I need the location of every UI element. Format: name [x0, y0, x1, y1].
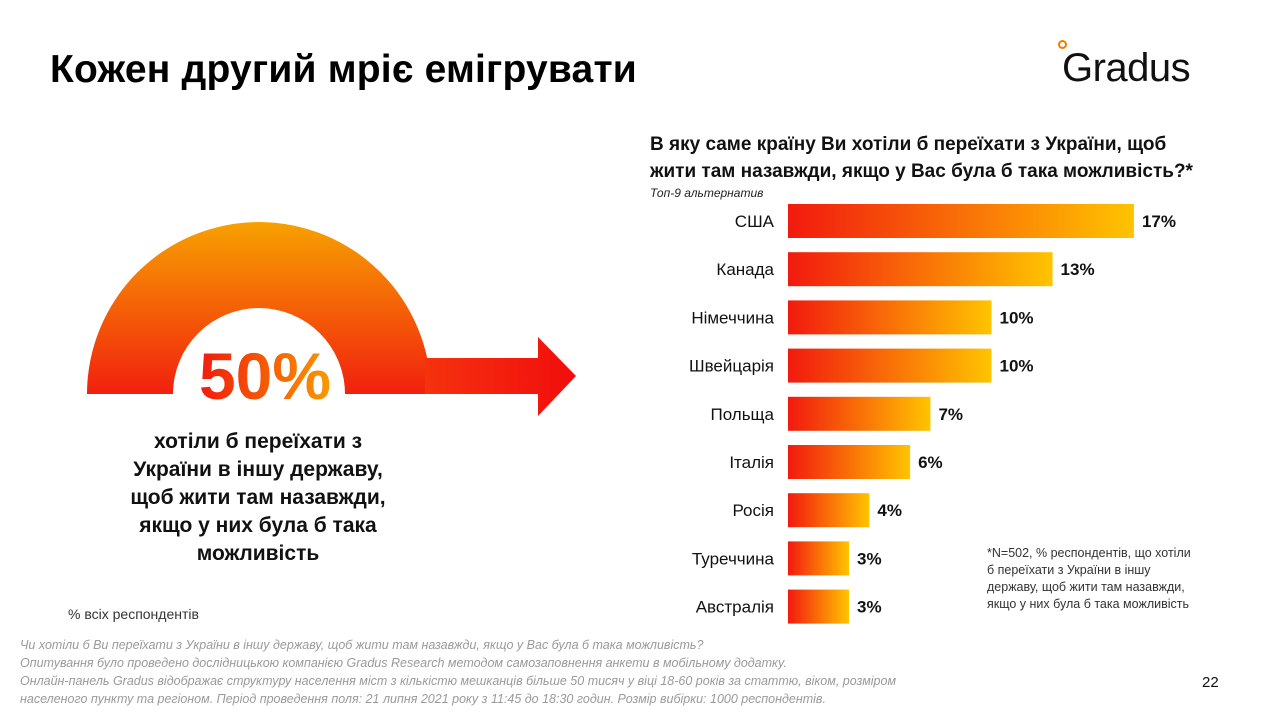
value-label: 6%: [918, 453, 943, 472]
bar: [788, 300, 992, 335]
bar: [788, 396, 931, 431]
category-label: Польща: [710, 405, 774, 424]
value-label: 4%: [877, 501, 902, 520]
category-label: США: [735, 212, 775, 231]
arrow-icon: [425, 337, 576, 416]
bar: [788, 493, 870, 528]
bar: [788, 589, 850, 624]
value-label: 10%: [1000, 308, 1034, 327]
value-label: 13%: [1061, 260, 1095, 279]
value-label: 7%: [938, 405, 963, 424]
footnote: *N=502, % респондентів, що хотіли б пере…: [987, 546, 1191, 611]
bar: [788, 204, 1134, 238]
base-note: % всіх респондентів: [68, 606, 199, 622]
category-label: Австралія: [696, 598, 774, 617]
chart-subtitle: Топ-9 альтернатив: [650, 186, 764, 200]
headline-description: хотіли б переїхати з України в іншу держ…: [130, 430, 386, 565]
value-label: 10%: [1000, 357, 1034, 376]
gauge-arc: [87, 222, 431, 394]
category-label: Швейцарія: [689, 357, 774, 376]
value-label: 17%: [1142, 212, 1176, 231]
category-label: Італія: [729, 453, 774, 472]
bar: [788, 252, 1053, 287]
gauge-graphic: [87, 222, 576, 416]
category-label: Канада: [716, 260, 774, 279]
category-label: Німеччина: [691, 308, 774, 327]
headline-percent: 50%: [198, 339, 332, 413]
chart-question: В яку саме країну Ви хотіли б переїхати …: [650, 134, 1193, 182]
logo-dot-icon: [1058, 40, 1067, 49]
methodology-notes: Чи хотіли б Ви переїхати з України в інш…: [20, 638, 897, 706]
logo-text: Gradus: [1062, 46, 1191, 90]
gradus-logo: Gradus: [1058, 40, 1238, 96]
page-title: Кожен другий мріє емігрувати: [50, 48, 637, 91]
bar: [788, 348, 992, 383]
page-number: 22: [1202, 674, 1219, 691]
value-label: 3%: [857, 598, 882, 617]
category-label: Туреччина: [692, 549, 775, 568]
value-label: 3%: [857, 549, 882, 568]
category-label: Росія: [732, 501, 774, 520]
bar: [788, 541, 850, 576]
bar: [788, 445, 911, 479]
